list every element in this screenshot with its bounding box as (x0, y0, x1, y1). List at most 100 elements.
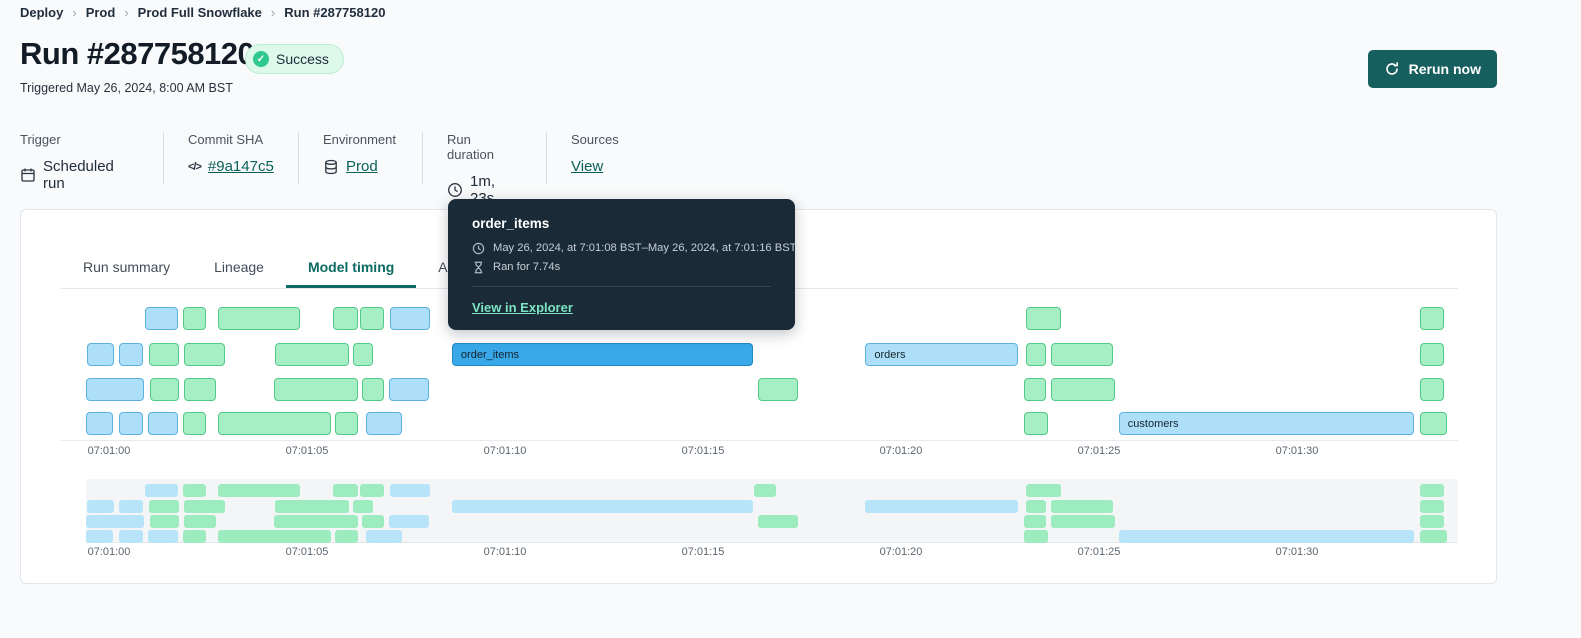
commit-sha-link[interactable]: #9a147c5 (207, 158, 274, 175)
minimap-bar (1023, 530, 1048, 543)
database-icon (323, 159, 339, 175)
minimap-bar (1118, 530, 1414, 543)
model-timing-gantt: order_items orders customers (86, 210, 1458, 440)
gantt-bar[interactable] (366, 412, 403, 435)
view-in-explorer-link[interactable]: View in Explorer (472, 300, 573, 316)
run-detail-card: Run summary Lineage Model timing Artifac… (20, 209, 1497, 584)
minimap-bar (118, 500, 144, 513)
tooltip-duration: Ran for 7.74s (493, 261, 561, 274)
model-tooltip: order_items May 26, 2024, at 7:01:08 BST… (448, 199, 797, 330)
gantt-bar[interactable] (334, 412, 359, 435)
minimap-bar (366, 530, 403, 543)
status-badge-label: Success (276, 51, 329, 67)
gantt-bar[interactable] (758, 378, 799, 401)
gantt-bar[interactable] (86, 378, 144, 401)
gantt-bar[interactable] (147, 412, 178, 435)
gantt-bar-label: order_items (460, 348, 519, 361)
axis-tick-label: 07:01:00 (87, 445, 131, 457)
clock-icon (447, 182, 463, 198)
gantt-bar[interactable] (332, 307, 359, 330)
trigger-value: Scheduled run (43, 158, 114, 192)
meta-label: Run duration (447, 132, 494, 162)
meta-run-duration: Run duration 1m, 23s (447, 132, 495, 207)
gantt-bar[interactable] (148, 343, 180, 366)
gantt-bar[interactable] (1419, 343, 1444, 366)
meta-commit-sha: Commit SHA </> #9a147c5 (188, 132, 274, 175)
clock-icon (472, 242, 485, 255)
gantt-bar[interactable] (184, 378, 216, 401)
minimap-bar (86, 515, 144, 528)
gantt-bar[interactable] (388, 378, 429, 401)
axis-tick-label: 07:01:10 (483, 546, 527, 558)
gantt-bar[interactable] (144, 307, 179, 330)
minimap-bar (87, 500, 115, 513)
gantt-bar-orders[interactable]: orders (865, 343, 1018, 366)
gantt-bar[interactable] (390, 307, 430, 330)
minimap-bar (1023, 515, 1046, 528)
gantt-bar[interactable] (184, 343, 226, 366)
timeline-minimap[interactable] (86, 479, 1458, 543)
minimap-bar (147, 530, 178, 543)
gantt-bar[interactable] (274, 378, 359, 401)
tab-run-summary[interactable]: Run summary (83, 259, 171, 275)
breadcrumb-item-deploy[interactable]: Deploy (20, 5, 64, 20)
gantt-bar[interactable] (149, 378, 180, 401)
minimap-bar (754, 484, 777, 497)
axis-line (61, 440, 1458, 441)
gantt-bar[interactable] (1025, 343, 1046, 366)
axis-tick-label: 07:01:15 (681, 546, 725, 558)
rerun-now-button[interactable]: Rerun now (1367, 50, 1497, 88)
minimap-bar (1025, 484, 1062, 497)
divider (422, 132, 423, 184)
time-axis: 07:01:00 07:01:05 07:01:10 07:01:15 07:01:20… (86, 445, 1458, 459)
minimap-bar (360, 484, 385, 497)
divider (298, 132, 299, 184)
divider (546, 132, 547, 184)
gantt-bar-order_items[interactable]: order_items (451, 343, 753, 366)
gantt-bar[interactable] (217, 412, 331, 435)
tab-lineage[interactable]: Lineage (214, 259, 264, 275)
status-badge: ✓ Success (245, 44, 344, 74)
breadcrumb: Deploy › Prod › Prod Full Snowflake › Ru… (20, 5, 385, 20)
gantt-bar[interactable] (1023, 378, 1046, 401)
gantt-bar[interactable] (183, 307, 206, 330)
minimap-bar (118, 530, 144, 543)
gantt-bar[interactable] (118, 343, 144, 366)
gantt-bar[interactable] (1419, 412, 1448, 435)
gantt-bar[interactable] (362, 378, 384, 401)
environment-link[interactable]: Prod (346, 158, 378, 175)
gantt-bar[interactable] (217, 307, 300, 330)
hourglass-icon (472, 261, 485, 274)
gantt-bar-customers[interactable]: customers (1118, 412, 1414, 435)
gantt-bar[interactable] (118, 412, 144, 435)
gantt-bar[interactable] (360, 307, 385, 330)
gantt-bar[interactable] (1023, 412, 1048, 435)
breadcrumb-item-run[interactable]: Run #287758120 (284, 5, 386, 20)
minimap-bar (451, 500, 753, 513)
sources-view-link[interactable]: View (571, 158, 604, 175)
minimap-bar (144, 484, 179, 497)
breadcrumb-item-job[interactable]: Prod Full Snowflake (137, 5, 262, 20)
triggered-timestamp: Triggered May 26, 2024, 8:00 AM BST (20, 81, 233, 95)
tooltip-model-name: order_items (472, 216, 550, 231)
gantt-bar[interactable] (352, 343, 374, 366)
calendar-icon (20, 167, 36, 183)
code-icon: </> (188, 160, 202, 173)
axis-tick-label: 07:01:05 (285, 445, 329, 457)
gantt-bar[interactable] (1051, 378, 1115, 401)
gantt-bar[interactable] (86, 412, 113, 435)
breadcrumb-item-prod[interactable]: Prod (85, 5, 116, 20)
gantt-bar[interactable] (183, 412, 206, 435)
gantt-bar[interactable] (87, 343, 115, 366)
gantt-bar[interactable] (1419, 378, 1444, 401)
gantt-bar-label: orders (874, 348, 906, 361)
rerun-now-label: Rerun now (1408, 61, 1481, 77)
gantt-bar[interactable] (1025, 307, 1062, 330)
gantt-bar[interactable] (1051, 343, 1113, 366)
minimap-bar (183, 530, 206, 543)
tab-model-timing[interactable]: Model timing (286, 246, 416, 288)
page-title: Run #287758120 (20, 36, 255, 71)
axis-tick-label: 07:01:25 (1077, 546, 1121, 558)
gantt-bar[interactable] (1419, 307, 1444, 330)
gantt-bar[interactable] (275, 343, 349, 366)
